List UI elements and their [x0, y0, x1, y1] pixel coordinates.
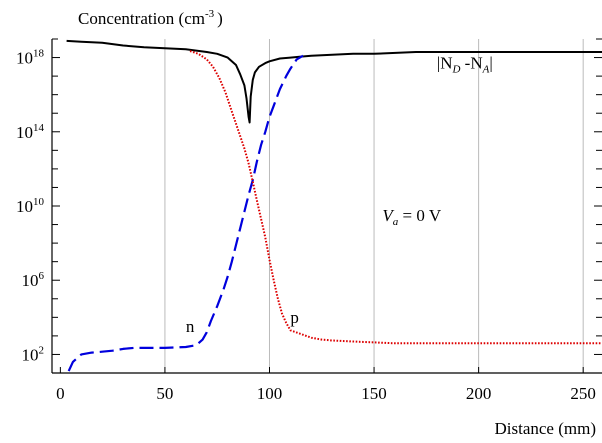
x-axis-label: Distance (mm) [495, 419, 597, 438]
y-tick-base: 10 [16, 197, 33, 216]
x-tick-label: 150 [361, 384, 387, 403]
y-tick-exponent: 6 [39, 270, 45, 282]
series-line-electrons [67, 54, 304, 372]
chart-title-text: Concentration (cm [78, 9, 205, 28]
x-gridlines [164, 39, 584, 373]
y-tick-base: 10 [22, 271, 39, 290]
y-tick-label: 1014 [16, 122, 45, 142]
x-tick-label: 200 [466, 384, 492, 403]
chart-title-superscript: -3 [205, 8, 215, 20]
y-tick-label: 1018 [16, 48, 45, 68]
x-tick-label: 100 [257, 384, 283, 403]
y-tick-base: 10 [22, 345, 39, 364]
series-layer [66, 39, 602, 372]
net-doping-label: |ND -NA| [437, 54, 493, 76]
chart-title: Concentration (cm-3) [78, 8, 223, 28]
y-tick-exponent: 10 [33, 196, 45, 208]
electron-region-label: n [186, 317, 195, 336]
axes [51, 38, 602, 374]
applied-voltage-label: Va = 0 V [382, 206, 441, 228]
y-tick-label: 102 [22, 344, 45, 364]
y-tick-label: 106 [22, 270, 45, 290]
y-tick-base: 10 [16, 123, 33, 142]
y-tick-label: 1010 [16, 196, 45, 216]
y-tick-exponent: 14 [33, 122, 45, 134]
chart-title-close: ) [217, 9, 223, 28]
x-tick-label: 50 [156, 384, 173, 403]
x-tick-label: 250 [570, 384, 596, 403]
series-line-holes [189, 50, 602, 345]
y-tick-exponent: 18 [33, 48, 45, 60]
x-tick-label: 0 [56, 384, 65, 403]
series-line-net_doping [66, 39, 602, 124]
y-tick-base: 10 [16, 49, 33, 68]
hole-region-label: p [290, 308, 299, 327]
y-tick-exponent: 2 [39, 344, 45, 356]
